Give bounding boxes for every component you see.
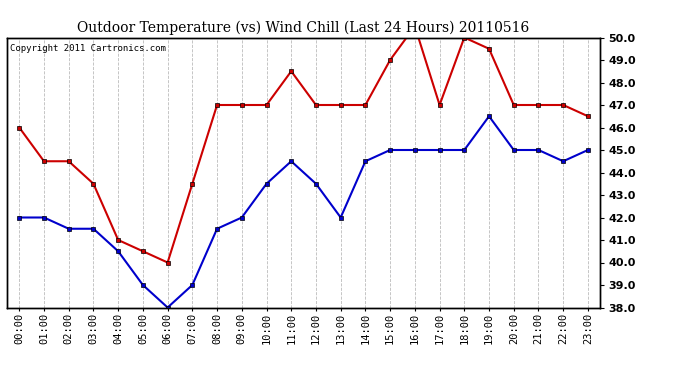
Text: Copyright 2011 Cartronics.com: Copyright 2011 Cartronics.com (10, 44, 166, 53)
Title: Outdoor Temperature (vs) Wind Chill (Last 24 Hours) 20110516: Outdoor Temperature (vs) Wind Chill (Las… (77, 21, 530, 35)
